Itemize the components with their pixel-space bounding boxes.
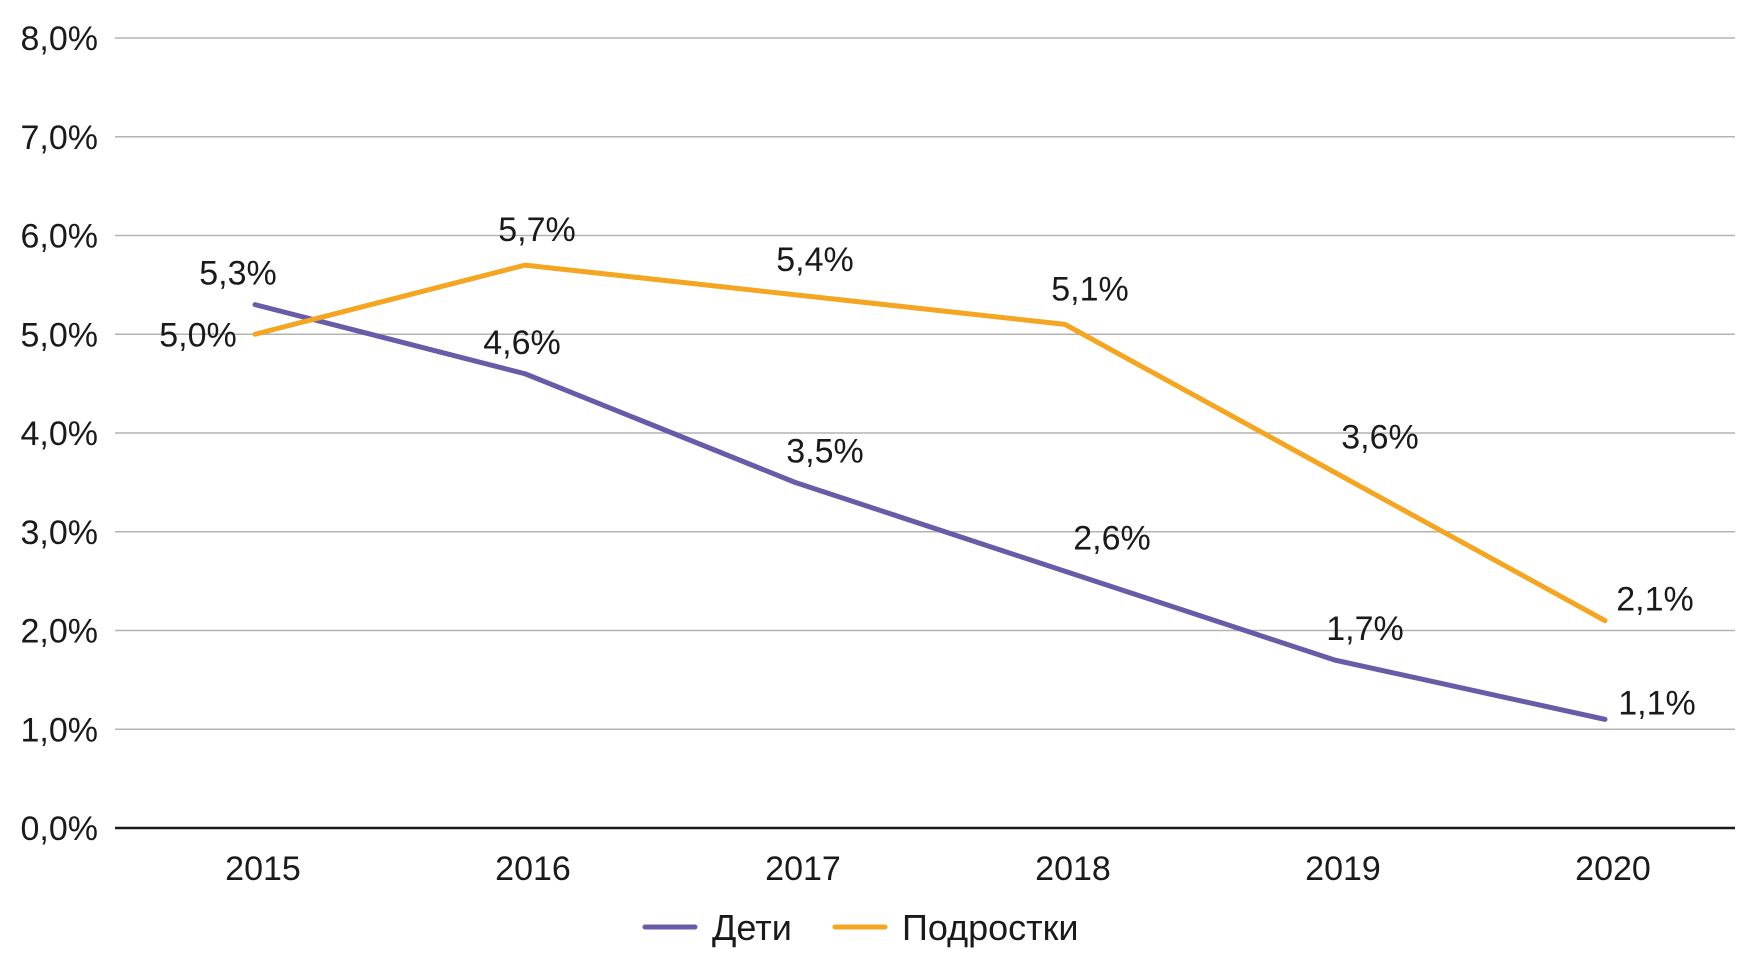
x-tick-label: 2020 (1575, 850, 1651, 888)
x-tick-label: 2016 (495, 850, 571, 888)
y-tick-label: 0,0% (21, 810, 99, 848)
data-label: 5,4% (776, 241, 854, 279)
series-lines (252, 262, 1608, 722)
data-label: 5,1% (1051, 270, 1129, 308)
y-tick-label: 6,0% (21, 218, 99, 256)
x-tick-label: 2018 (1035, 850, 1111, 888)
gridlines (115, 37, 1735, 730)
y-tick-label: 1,0% (21, 711, 99, 749)
series-line-podrostki (252, 262, 1608, 624)
y-tick-label: 2,0% (21, 613, 99, 651)
data-label: 4,6% (483, 324, 561, 362)
data-label: 1,1% (1618, 684, 1696, 722)
series-line-deti (252, 302, 1608, 722)
data-label: 5,7% (498, 211, 576, 249)
x-tick-label: 2019 (1305, 850, 1381, 888)
data-label: 3,5% (786, 432, 864, 470)
data-label: 5,3% (199, 255, 277, 293)
data-label: 2,1% (1616, 581, 1694, 619)
legend-label: Подростки (902, 907, 1079, 948)
data-label: 3,6% (1341, 419, 1419, 457)
x-tick-label: 2015 (225, 850, 301, 888)
data-labels: 5,3% 4,6% 3,5% 2,6% 1,7% 1,1% 5,0% 5,7% 5,4% 5,1%… (159, 211, 1696, 722)
y-tick-label: 3,0% (21, 514, 99, 552)
y-axis-ticks: 0,0% 1,0% 2,0% 3,0% 4,0% 5,0% 6,0% 7,0% 8,0% (21, 20, 99, 848)
data-label: 5,0% (159, 316, 237, 354)
x-tick-label: 2017 (765, 850, 841, 888)
y-tick-label: 7,0% (21, 119, 99, 157)
x-axis-ticks: 2015 2016 2017 2018 2019 2020 (225, 850, 1651, 888)
y-tick-label: 5,0% (21, 316, 99, 354)
data-label: 2,6% (1073, 519, 1151, 557)
legend: Дети Подростки (642, 907, 1079, 948)
y-tick-label: 8,0% (21, 20, 99, 58)
data-label: 1,7% (1326, 610, 1404, 648)
y-tick-label: 4,0% (21, 415, 99, 453)
legend-label: Дети (712, 907, 792, 948)
